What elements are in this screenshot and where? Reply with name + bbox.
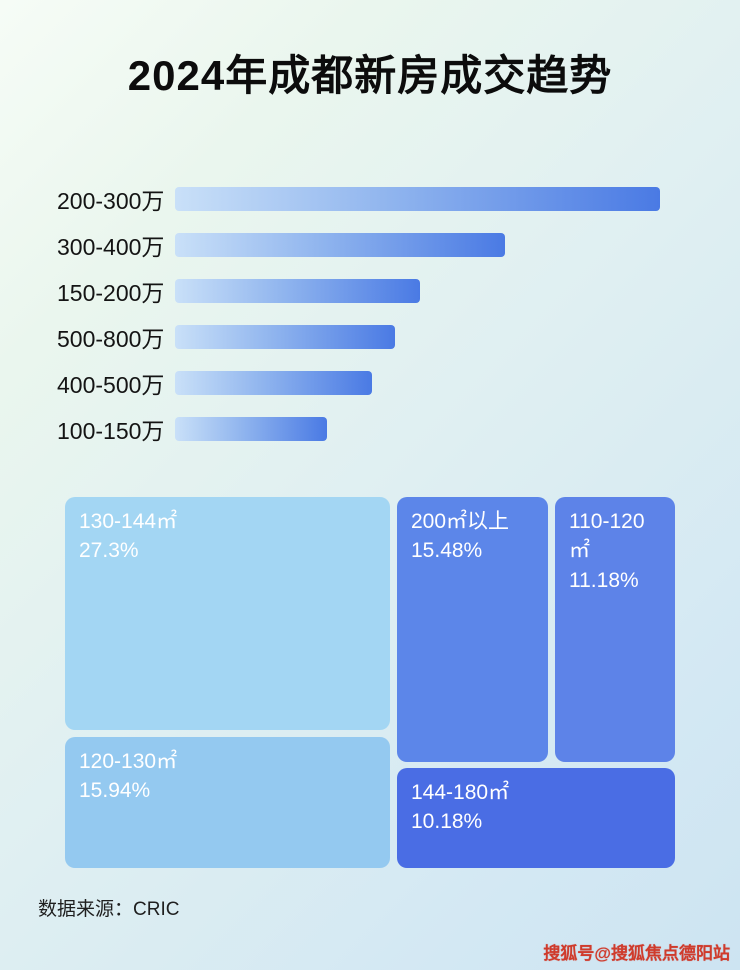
watermark-text: 搜狐号@搜狐焦点德阳站 <box>543 944 730 963</box>
treemap-block-label: 200㎡以上 <box>411 510 510 533</box>
treemap-block-percent: 10.18% <box>411 810 483 834</box>
price-band-bar-chart: 200-300万 300-400万 150-200万 500-800万 400-… <box>57 176 685 452</box>
bar <box>175 325 396 349</box>
bar-row: 300-400万 <box>57 222 685 268</box>
bar-track <box>175 279 660 303</box>
bar <box>175 417 327 441</box>
treemap-block-label: 120-130㎡ <box>79 750 178 773</box>
bar-row: 500-800万 <box>57 314 685 360</box>
bar-row: 400-500万 <box>57 360 685 406</box>
treemap-block-percent: 15.94% <box>79 779 151 803</box>
bar-row: 100-150万 <box>57 406 685 452</box>
bar-row: 150-200万 <box>57 268 685 314</box>
bar-label: 200-300万 <box>57 188 165 214</box>
bar-label: 500-800万 <box>57 326 165 352</box>
bar-row: 200-300万 <box>57 176 685 222</box>
bar-track <box>175 417 660 441</box>
treemap-block: 130-144㎡ 27.3% <box>65 497 390 730</box>
bar <box>175 279 420 303</box>
treemap-block: 144-180㎡ 10.18% <box>397 768 675 868</box>
bar <box>175 187 660 211</box>
treemap-block: 200㎡以上 15.48% <box>397 497 548 762</box>
bar-track <box>175 187 660 211</box>
page-title: 2024年成都新房成交趋势 <box>127 52 613 99</box>
bar-label: 400-500万 <box>57 372 165 398</box>
treemap-block-percent: 15.48% <box>411 539 483 563</box>
bar-label: 300-400万 <box>57 234 165 260</box>
treemap-block-percent: 27.3% <box>79 539 139 563</box>
data-source-label: 数据来源：CRIC <box>38 899 180 920</box>
bar <box>175 371 372 395</box>
bar-track <box>175 325 660 349</box>
bar-track <box>175 371 660 395</box>
bar-label: 100-150万 <box>57 418 165 444</box>
treemap-block-percent: 11.18% <box>569 568 639 592</box>
area-share-treemap: 130-144㎡ 27.3% 200㎡以上 15.48% 110-120㎡ 11… <box>65 497 675 868</box>
treemap-block-label: 144-180㎡ <box>411 781 510 804</box>
treemap-block: 120-130㎡ 15.94% <box>65 737 390 868</box>
bar-label: 150-200万 <box>57 280 165 306</box>
treemap-block: 110-120㎡ 11.18% <box>555 497 675 762</box>
treemap-block-label: 110-120㎡ <box>569 510 645 563</box>
bar <box>175 233 505 257</box>
bar-track <box>175 233 660 257</box>
treemap-block-label: 130-144㎡ <box>79 510 178 533</box>
